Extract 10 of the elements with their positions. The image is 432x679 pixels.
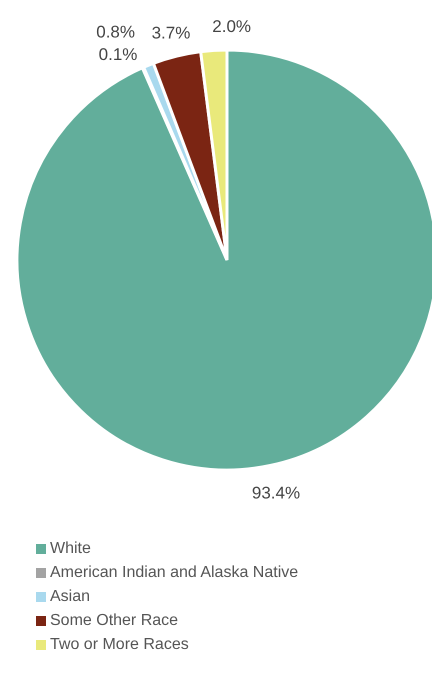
data-label: 93.4%: [252, 483, 300, 502]
legend-label: Two or More Races: [50, 636, 189, 653]
legend-label: White: [50, 540, 91, 557]
data-label: 0.1%: [98, 45, 138, 64]
data-label: 0.8%: [96, 22, 136, 42]
data-label: 3.7%: [152, 23, 190, 42]
data-label: 2.0%: [212, 16, 252, 36]
legend-label: American Indian and Alaska Native: [50, 564, 298, 581]
legend-label: Some Other Race: [50, 612, 178, 629]
legend-label: Asian: [50, 588, 90, 605]
